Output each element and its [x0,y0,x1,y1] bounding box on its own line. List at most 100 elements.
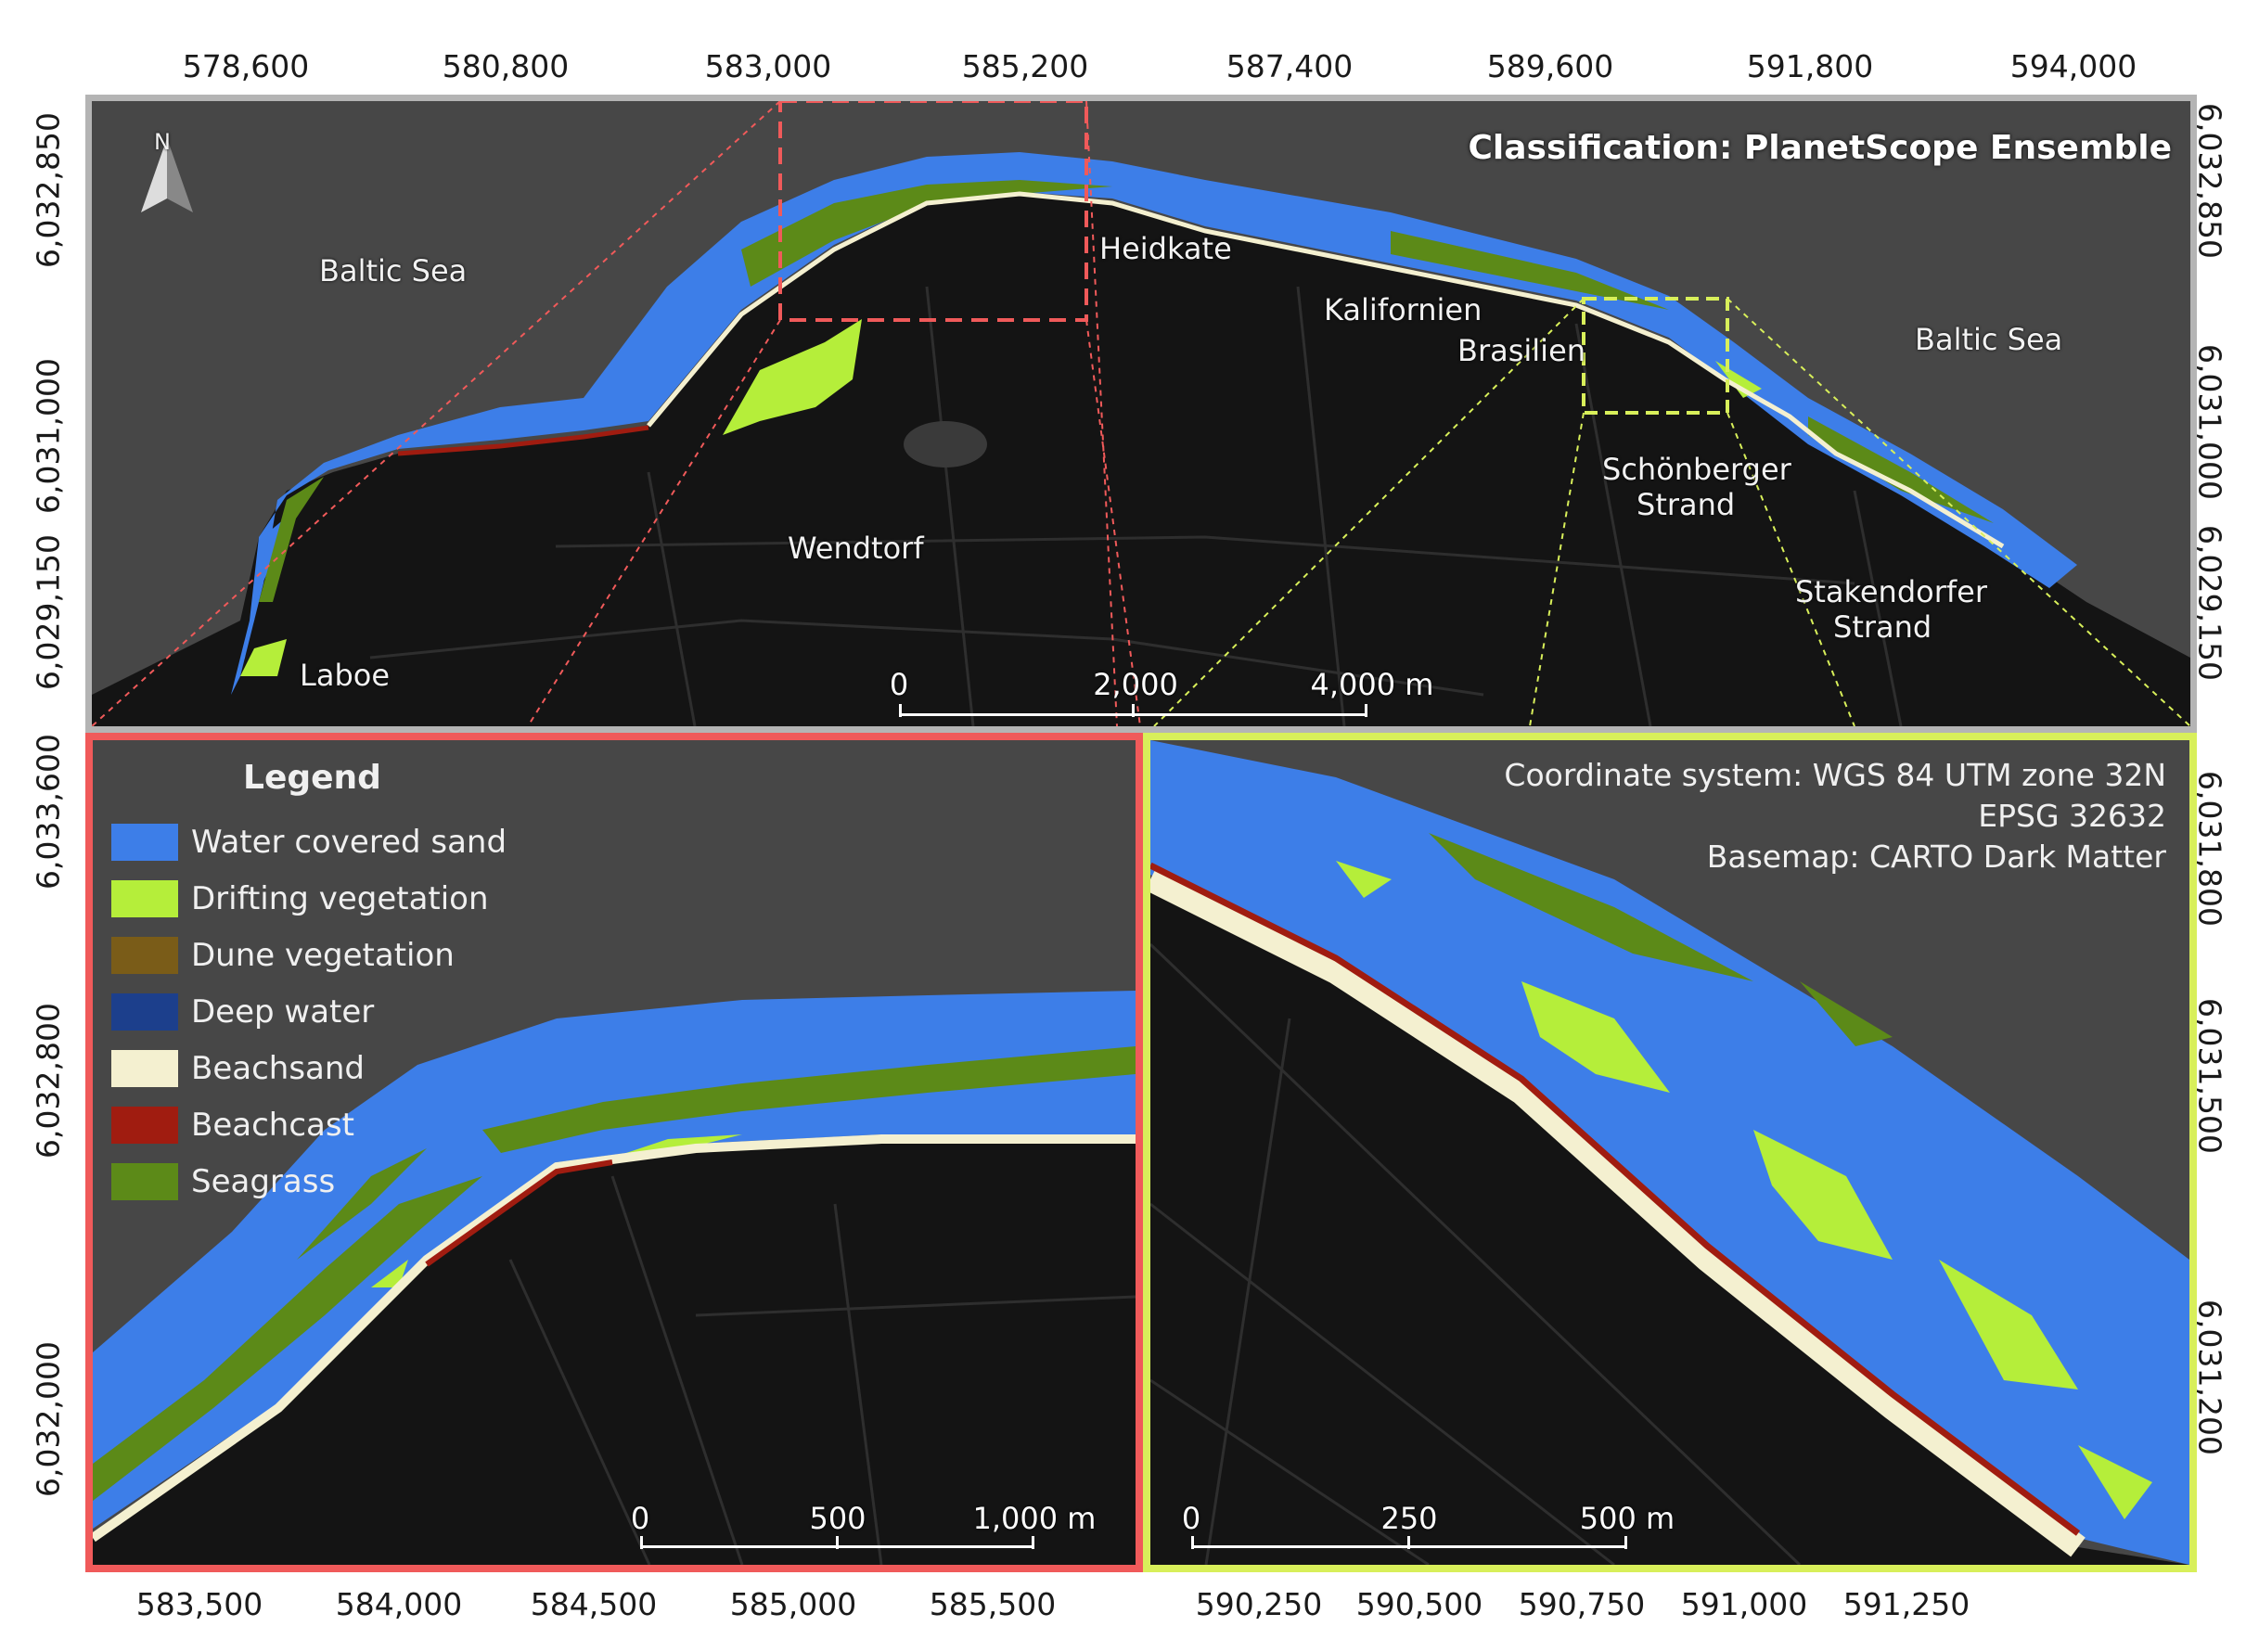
beachcast [425,1159,613,1267]
y-tick-label: 6,031,500 [2191,998,2228,1154]
land-area [93,1139,1136,1565]
red-inset-extent [778,101,1088,322]
x-tick-label: 583,000 [704,48,832,84]
main-scalebar: 0 2,000 4,000 m [890,667,1433,723]
place-label: Heidkate [1099,231,1232,266]
legend-swatch [111,1162,178,1200]
map-metadata: Coordinate system: WGS 84 UTM zone 32N E… [1504,755,2166,877]
yellow-connector-line [1726,412,1855,726]
red-connector-line [1085,101,1118,726]
x-tick-label: 584,000 [335,1586,463,1622]
y-tick-label: 6,032,850 [2191,103,2228,259]
legend-swatch [111,879,178,917]
scalebar-label: 500 m [1579,1501,1675,1536]
scalebar-label: 0 [889,667,909,702]
map-title: Classification: PlanetScope Ensemble [1468,129,2173,167]
water-covered-sand [93,991,1136,1529]
legend-label: Water covered sand [191,823,507,861]
inset-left-canvas [93,991,1136,1565]
place-label: Baltic Sea [1915,322,2063,357]
y-tick-label: 6,031,000 [2191,344,2228,500]
legend-label: Dune vegetation [191,936,455,974]
y-tick-label: 6,031,200 [2191,1300,2228,1455]
legend-item: Water covered sand [111,813,507,870]
beachsand [1150,868,2086,1557]
inset-right-map[interactable]: Coordinate system: WGS 84 UTM zone 32N E… [1143,733,2197,1572]
legend-swatch [111,1106,178,1144]
north-arrow-icon [141,138,193,212]
x-tick-label: 585,000 [729,1586,857,1622]
x-tick-label: 591,800 [1746,48,1874,84]
legend-swatch [111,1049,178,1087]
legend-label: Drifting vegetation [191,879,489,917]
legend-label: Beachsand [191,1049,365,1087]
yellow-connector-line [1529,412,1585,726]
y-tick-label: 6,032,800 [30,1003,67,1159]
north-label: N [154,129,171,155]
road-network [369,286,1903,726]
seagrass [259,180,1994,602]
place-label: Laboe [300,658,391,693]
x-tick-label: 585,200 [961,48,1089,84]
red-connector-line [1085,319,1141,726]
epsg-code: EPSG 32632 [1978,798,2166,834]
x-tick-label: 589,600 [1486,48,1614,84]
inset-right-canvas [1150,740,2189,1565]
land-area [92,194,2190,726]
beachcast [1150,862,2081,1536]
legend-item: Dune vegetation [111,927,507,983]
place-label: Brasilien [1457,333,1586,368]
road-network [1150,942,1802,1565]
place-label: Kalifornien [1324,292,1482,327]
y-tick-label: 6,033,600 [30,734,67,890]
place-label: Wendtorf [788,531,924,566]
x-tick-label: 587,400 [1226,48,1354,84]
land-area [1150,879,2189,1565]
inset-right-scalebar: 0 250 500 m [1182,1501,1675,1556]
yellow-connector-line [1726,298,2190,726]
x-tick-label: 591,250 [1842,1586,1970,1622]
scalebar-label: 2,000 [1093,667,1178,702]
x-tick-label: 590,500 [1355,1586,1483,1622]
scalebar-label: 1,000 m [972,1501,1097,1536]
main-map[interactable]: N Classification: PlanetScope Ensemble B… [85,95,2197,733]
legend: Legend Water covered sand Drifting veget… [111,759,507,1210]
x-tick-label: 580,800 [442,48,570,84]
scalebar-label: 0 [1181,1501,1201,1536]
legend-label: Beachcast [191,1106,354,1144]
coordinate-system: Coordinate system: WGS 84 UTM zone 32N [1504,757,2166,793]
main-map-canvas [92,101,2190,726]
beachcast [397,425,649,456]
y-tick-label: 6,032,850 [30,112,67,268]
scalebar-label: 250 [1380,1501,1438,1536]
legend-swatch [111,992,178,1031]
y-tick-label: 6,031,000 [30,358,67,514]
place-label: Strand [1636,487,1736,522]
y-tick-label: 6,031,800 [2191,771,2228,927]
x-tick-label: 590,750 [1518,1586,1646,1622]
legend-swatch [111,823,178,861]
legend-item: Beachcast [111,1096,507,1153]
y-tick-label: 6,029,150 [30,534,67,690]
legend-item: Drifting vegetation [111,870,507,927]
water-covered-sand [231,152,2077,695]
yellow-connector-line [1153,298,1585,726]
x-tick-label: 583,500 [135,1586,263,1622]
x-tick-label: 590,250 [1195,1586,1323,1622]
inset-left-scalebar: 0 500 1,000 m [631,1501,1096,1556]
seagrass [93,1046,1136,1501]
legend-label: Deep water [191,992,375,1031]
water-covered-sand [231,509,296,695]
legend-item: Deep water [111,983,507,1040]
legend-label: Seagrass [191,1162,336,1200]
beachsand [647,191,2005,549]
scalebar-label: 4,000 m [1310,667,1434,702]
x-tick-label: 591,000 [1680,1586,1808,1622]
place-label: Strand [1833,609,1932,645]
red-connector-line [527,319,781,726]
legend-item: Seagrass [111,1153,507,1210]
basemap-credit: Basemap: CARTO Dark Matter [1706,839,2166,875]
scalebar-label: 0 [630,1501,650,1536]
x-tick-label: 594,000 [2009,48,2137,84]
inset-left-map[interactable]: Legend Water covered sand Drifting veget… [85,733,1143,1572]
